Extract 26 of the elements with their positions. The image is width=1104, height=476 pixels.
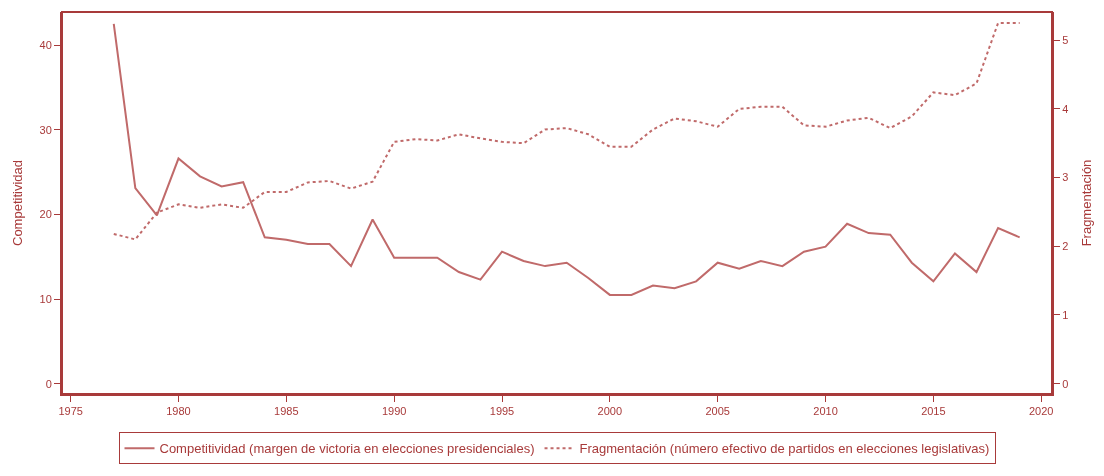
- x-tick-label: 1985: [274, 405, 299, 418]
- x-tick-label: 1980: [166, 405, 191, 418]
- x-tick-label: 1995: [489, 405, 515, 418]
- line-series: [112, 22, 1021, 296]
- y2-tick-label: 2: [1062, 240, 1069, 253]
- x-tick-label: 2015: [921, 405, 946, 418]
- y2-tick-label: 1: [1062, 308, 1069, 321]
- legend-label: Competitividad (margen de victoria en elecciones presidenciales): [159, 441, 535, 457]
- y-tick-label: 10: [39, 292, 52, 305]
- y-tick-label: 30: [39, 123, 52, 136]
- y-tick-label: 0: [45, 377, 52, 390]
- y2-tick-label: 4: [1062, 102, 1069, 115]
- y2-axis-title: Fragmentación: [1079, 159, 1095, 247]
- x-tick-label: 1975: [58, 405, 83, 418]
- x-tick-label: 2020: [1028, 405, 1054, 418]
- y-tick-label: 20: [39, 208, 52, 221]
- x-tick-label: 2000: [597, 405, 623, 418]
- x-tick-label: 1990: [381, 405, 407, 418]
- legend-label: Fragmentación (número efectivo de partidos en elecciones legislativas): [579, 441, 990, 457]
- y-tick-label: 40: [39, 38, 52, 51]
- x-tick-label: 2010: [813, 405, 838, 418]
- y-axis-title: Competitividad: [10, 160, 25, 246]
- y2-tick-label: 0: [1062, 377, 1069, 390]
- y2-tick-label: 5: [1062, 34, 1069, 47]
- y2-tick-label: 3: [1062, 171, 1069, 184]
- x-tick-label: 2005: [705, 405, 730, 418]
